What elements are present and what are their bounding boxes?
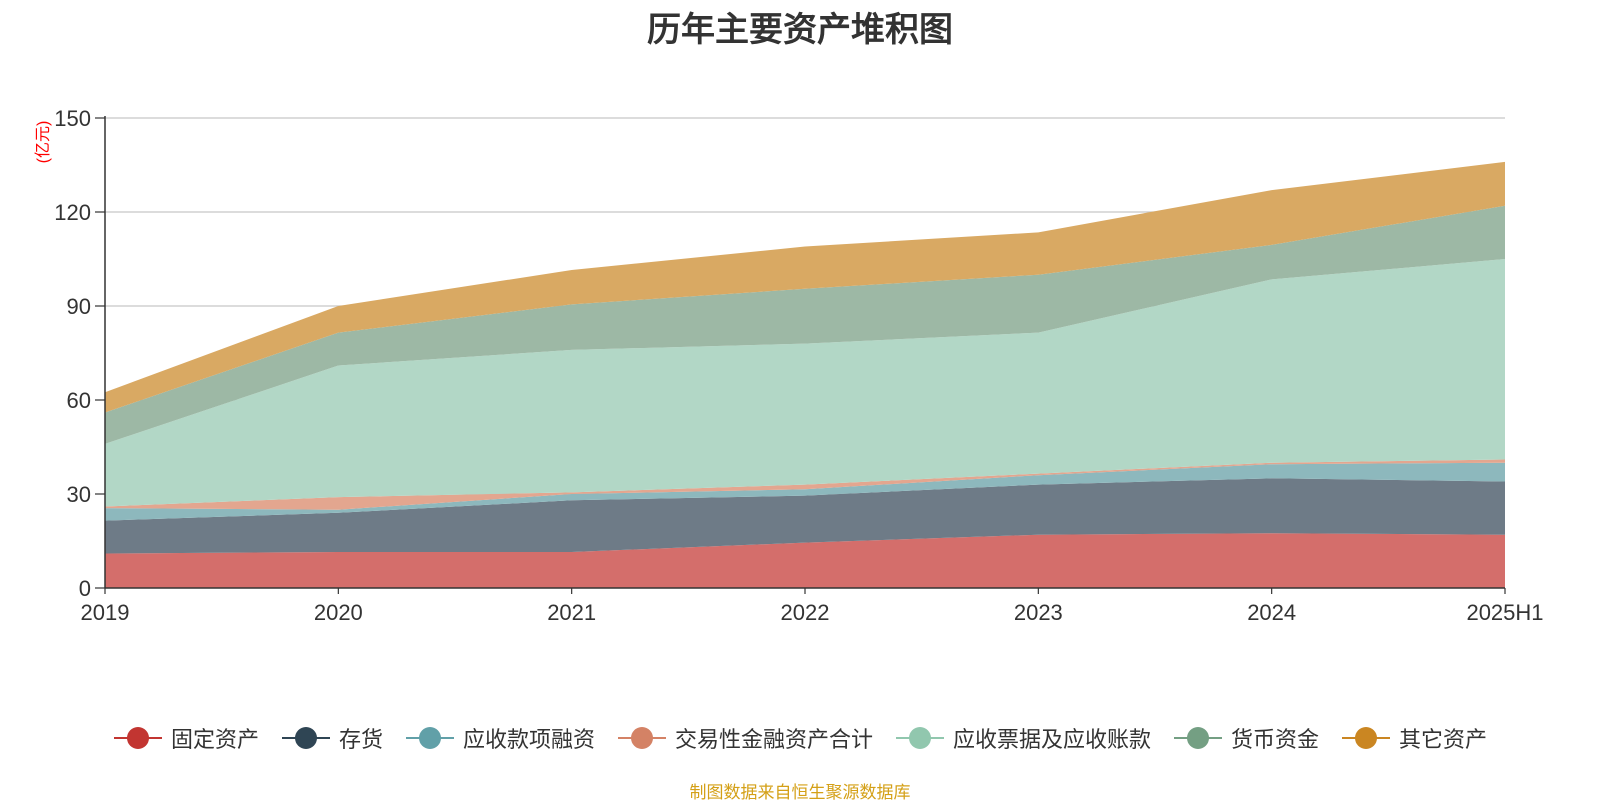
source-note: 制图数据来自恒生聚源数据库	[689, 783, 911, 802]
legend-label: 交易性金融资产合计	[674, 727, 873, 752]
x-tick-label: 2021	[547, 600, 596, 625]
legend-item-0[interactable]: 固定资产	[113, 722, 259, 754]
chart-title: 历年主要资产堆积图	[647, 11, 953, 49]
legend-marker-icon	[113, 727, 162, 749]
legend-marker-icon	[281, 727, 330, 749]
legend-label: 应收票据及应收账款	[953, 727, 1152, 752]
y-tick-label: 60	[67, 388, 91, 413]
y-tick-label: 150	[54, 106, 91, 131]
area-series-5[interactable]	[105, 205, 1505, 444]
legend-marker-icon	[617, 727, 666, 749]
area-series-1[interactable]	[105, 478, 1505, 554]
area-series-6[interactable]	[105, 161, 1505, 413]
x-tick-label: 2020	[314, 600, 363, 625]
area-series-0[interactable]	[105, 533, 1505, 588]
area-series-2[interactable]	[105, 462, 1505, 521]
legend-label: 货币资金	[1231, 727, 1320, 752]
area-series-4[interactable]	[105, 259, 1505, 507]
legend-item-3[interactable]: 交易性金融资产合计	[617, 722, 873, 754]
legend-marker-icon	[405, 727, 454, 749]
legend-label: 存货	[338, 727, 383, 752]
legend-marker-icon	[896, 727, 944, 749]
y-tick-label: 120	[54, 200, 91, 225]
area-series-group	[105, 161, 1505, 588]
legend-item-1[interactable]: 存货	[281, 722, 383, 754]
legend-marker-icon	[1342, 727, 1391, 749]
legend-label: 应收款项融资	[462, 727, 595, 752]
x-tick-label: 2023	[1014, 600, 1063, 625]
x-tick-label: 2024	[1247, 600, 1296, 625]
legend: 固定资产 存货 应收款项融资 交易性金融资产合计 应收票据及应收账款 货币资金 其它资产	[0, 718, 1600, 758]
y-tick-label: 0	[79, 576, 91, 601]
x-tick-label: 2019	[81, 600, 130, 625]
legend-item-6[interactable]: 其它资产	[1341, 722, 1487, 754]
legend-label: 其它资产	[1399, 727, 1488, 752]
y-unit-label: (亿元)	[34, 121, 52, 164]
x-tick-label: 2022	[781, 600, 830, 625]
legend-item-4[interactable]: 应收票据及应收账款	[895, 722, 1151, 754]
y-tick-label: 90	[67, 294, 91, 319]
legend-item-2[interactable]: 应收款项融资	[405, 722, 595, 754]
legend-marker-icon	[1174, 727, 1223, 749]
x-tick-label: 2025H1	[1466, 600, 1543, 625]
legend-item-5[interactable]: 货币资金	[1173, 722, 1319, 754]
legend-label: 固定资产	[170, 727, 259, 752]
axes: 0 30 60 90 120 150 2019 2020 2021 2022 2023 2024 202…	[34, 106, 1544, 625]
y-tick-label: 30	[67, 482, 91, 507]
